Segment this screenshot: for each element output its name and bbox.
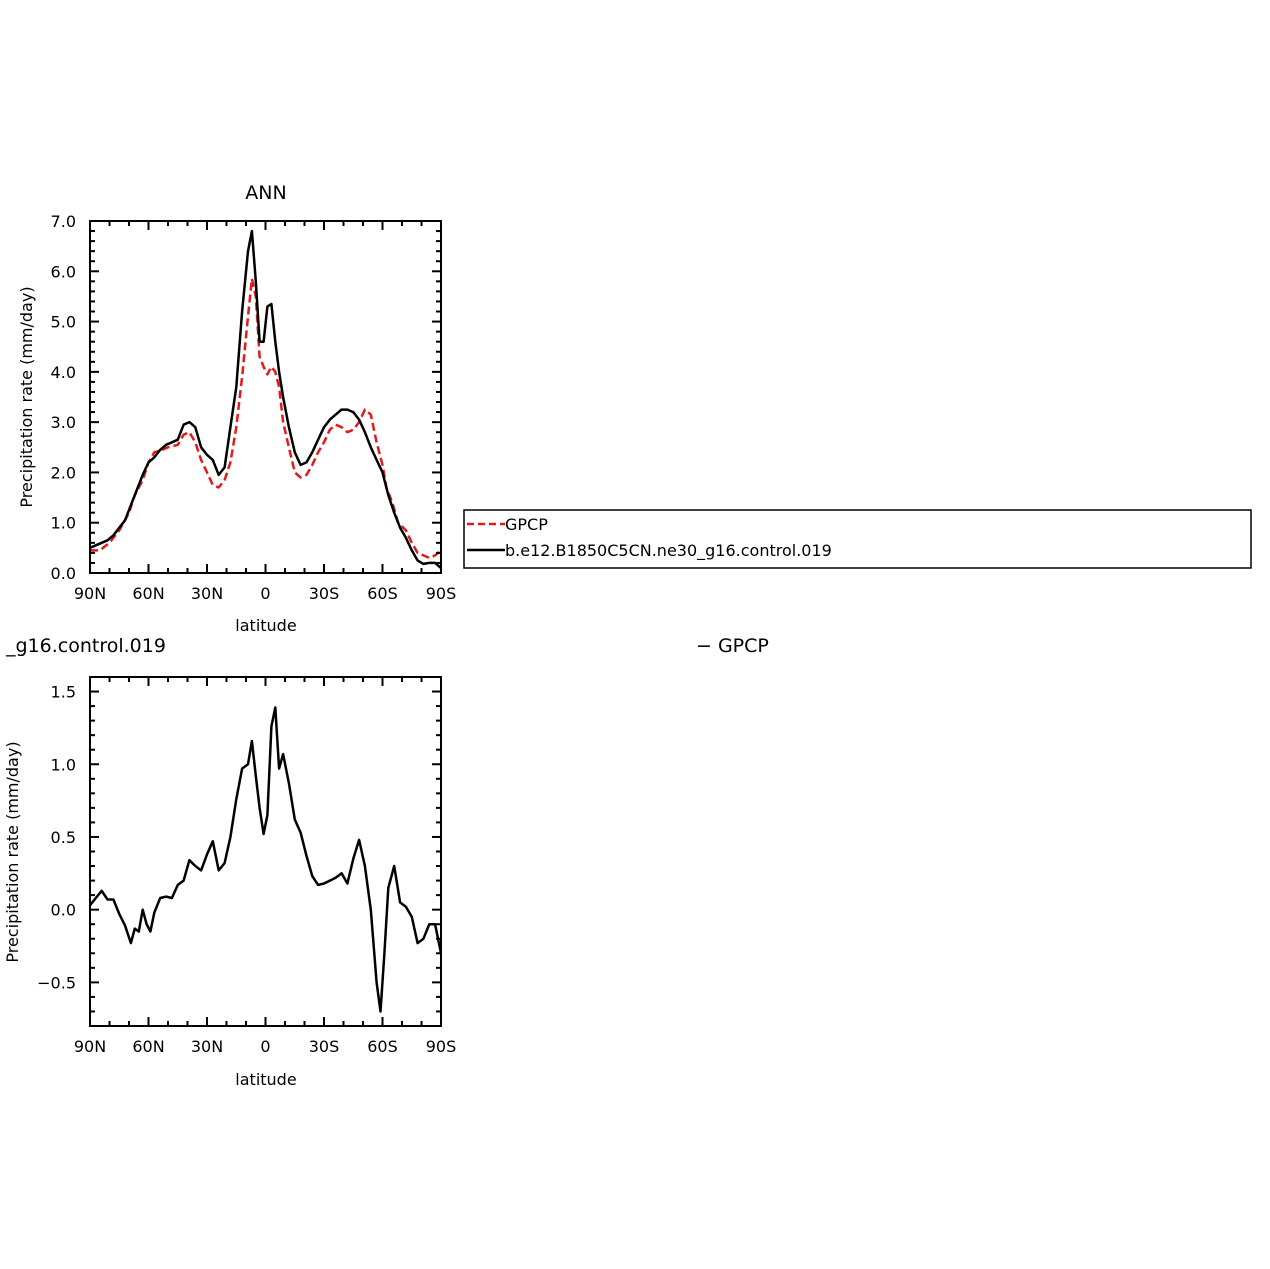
top-panel: ANN 90N 60N 30N 0 30S 60S 90S 0.0 1.0 2.0 3.0 4.0 5.…	[17, 182, 456, 635]
top-plot-frame	[89, 220, 442, 574]
bottom-x-tick-label: 30N	[191, 1037, 223, 1056]
top-chart-title: ANN	[245, 182, 286, 204]
top-y-tick-label: 2.0	[51, 463, 76, 482]
top-y-tick-label: 7.0	[51, 212, 76, 231]
top-y-tick-label: 4.0	[51, 363, 76, 382]
top-series-line-gpcp	[90, 277, 442, 560]
bottom-y-tick-label: 1.5	[51, 683, 76, 702]
bottom-y-tick-label: −0.5	[37, 973, 76, 992]
bottom-x-axis-label: latitude	[235, 1070, 296, 1089]
bottom-panel: _g16.control.019 − GPCP 90N 60N 30N 0 30S 60S…	[3, 635, 769, 1089]
top-y-tick-label: 1.0	[51, 514, 76, 533]
legend-label-gpcp: GPCP	[505, 515, 548, 534]
top-y-axis-label: Precipitation rate (mm/day)	[17, 286, 36, 507]
bottom-x-tick-label: 60S	[367, 1037, 398, 1056]
top-series-line-b-e12-b1850c5cn-ne30-g16-control-019	[89, 229, 442, 569]
top-x-tick-label: 60N	[132, 584, 164, 603]
top-x-tick-label: 90N	[74, 584, 106, 603]
top-y-tick-label: 3.0	[51, 413, 76, 432]
bottom-y-tick-label: 0.0	[51, 901, 76, 920]
legend-box	[463, 509, 1252, 569]
bottom-plot-frame	[89, 676, 442, 1027]
top-y-tick-label: 6.0	[51, 262, 76, 281]
bottom-y-axis-label: Precipitation rate (mm/day)	[3, 741, 22, 962]
bottom-x-tick-label: 60N	[132, 1037, 164, 1056]
top-x-tick-label: 30S	[309, 584, 340, 603]
top-x-axis-label: latitude	[235, 616, 296, 635]
legend: GPCP b.e12.B1850C5CN.ne30_g16.control.01…	[463, 509, 1252, 569]
bottom-y-tick-label: 1.0	[51, 755, 76, 774]
bottom-x-tick-label: 30S	[309, 1037, 340, 1056]
bottom-chart-title-left: _g16.control.019	[5, 635, 166, 657]
top-x-tick-label: 30N	[191, 584, 223, 603]
legend-label-model: b.e12.B1850C5CN.ne30_g16.control.019	[505, 541, 832, 561]
bottom-series-line-0	[89, 706, 443, 1013]
bottom-y-tick-label: 0.5	[51, 828, 76, 847]
bottom-x-tick-label: 0	[260, 1037, 270, 1056]
top-x-tick-label: 0	[260, 584, 270, 603]
top-y-tick-label: 0.0	[51, 564, 76, 583]
top-y-tick-label: 5.0	[51, 313, 76, 332]
top-x-tick-label: 60S	[367, 584, 398, 603]
bottom-x-tick-label: 90S	[426, 1037, 457, 1056]
bottom-chart-title-right: − GPCP	[696, 635, 769, 657]
bottom-x-tick-label: 90N	[74, 1037, 106, 1056]
top-x-tick-label: 90S	[426, 584, 457, 603]
